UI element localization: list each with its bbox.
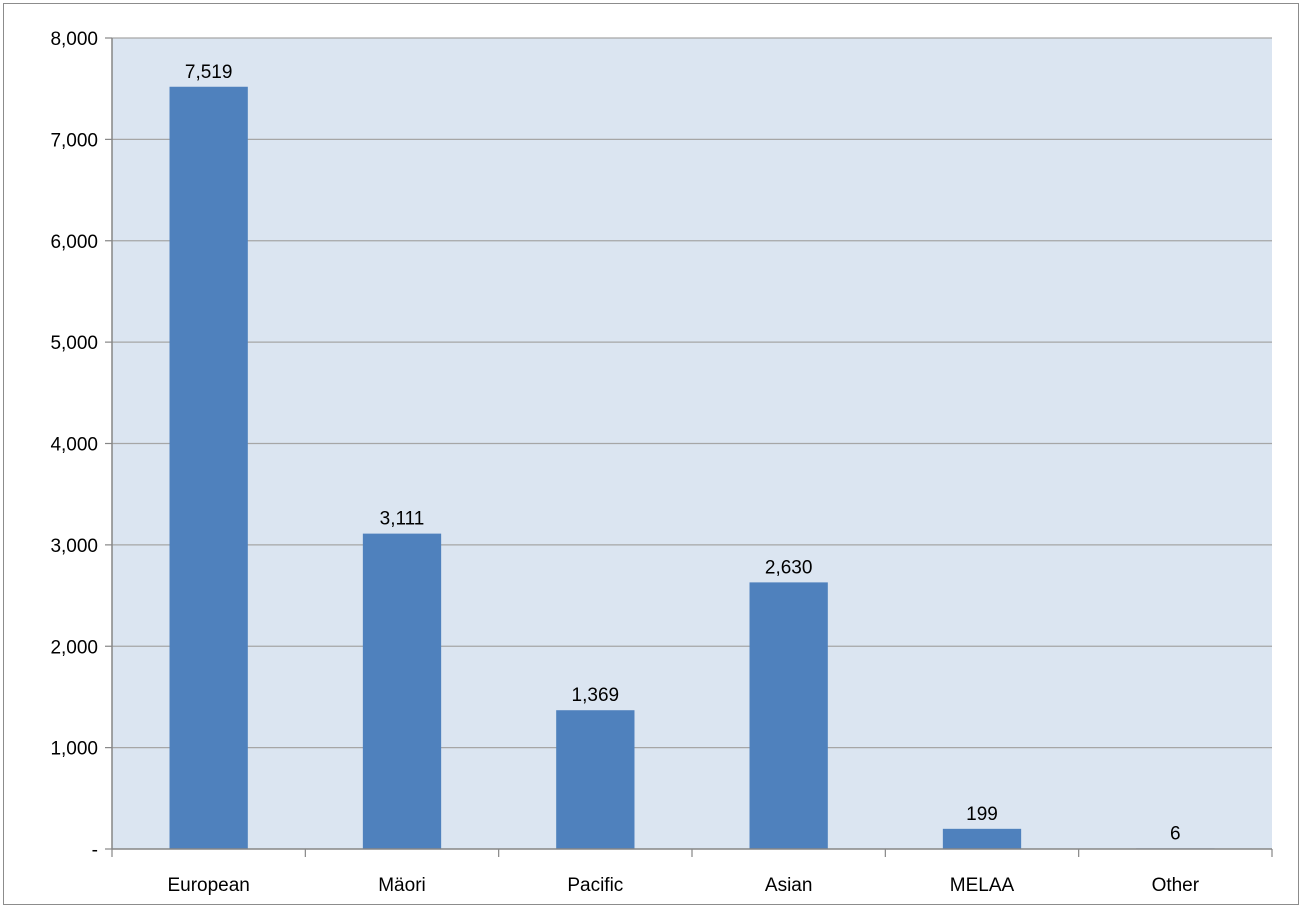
bar-0 <box>169 86 248 850</box>
x-tick-label: Asian <box>765 875 813 896</box>
y-tick-label: 2,000 <box>50 637 98 658</box>
y-tick-label: - <box>92 840 98 861</box>
y-tick-label: 1,000 <box>50 739 98 760</box>
x-tick-label: MELAA <box>950 875 1015 896</box>
bar-4 <box>942 828 1022 849</box>
y-tick-label: 6,000 <box>50 232 98 253</box>
data-label: 199 <box>966 804 998 825</box>
y-tick-label: 7,000 <box>50 130 98 151</box>
data-label: 1,369 <box>572 685 620 706</box>
data-label: 2,630 <box>765 557 813 578</box>
bars <box>169 86 1215 850</box>
data-label: 6 <box>1170 823 1181 844</box>
y-tick-label: 8,000 <box>50 29 98 50</box>
x-tick-label: European <box>167 875 249 896</box>
gridlines <box>112 37 1272 749</box>
bar-2 <box>556 710 635 849</box>
data-label: 7,519 <box>185 62 233 83</box>
y-tick-label: 5,000 <box>50 333 98 354</box>
labels: - 1,000 2,000 3,000 4,000 5,000 6,000 7,000 8,00… <box>50 29 1199 896</box>
bar-1 <box>362 533 442 849</box>
axes <box>105 37 1273 857</box>
y-tick-label: 3,000 <box>50 536 98 557</box>
x-tick-label: Other <box>1152 875 1200 896</box>
x-tick-label: Mäori <box>378 875 426 896</box>
data-label: 3,111 <box>380 509 425 530</box>
y-tick-label: 4,000 <box>50 435 98 456</box>
x-tick-label: Pacific <box>567 875 623 896</box>
bar-3 <box>749 582 828 849</box>
